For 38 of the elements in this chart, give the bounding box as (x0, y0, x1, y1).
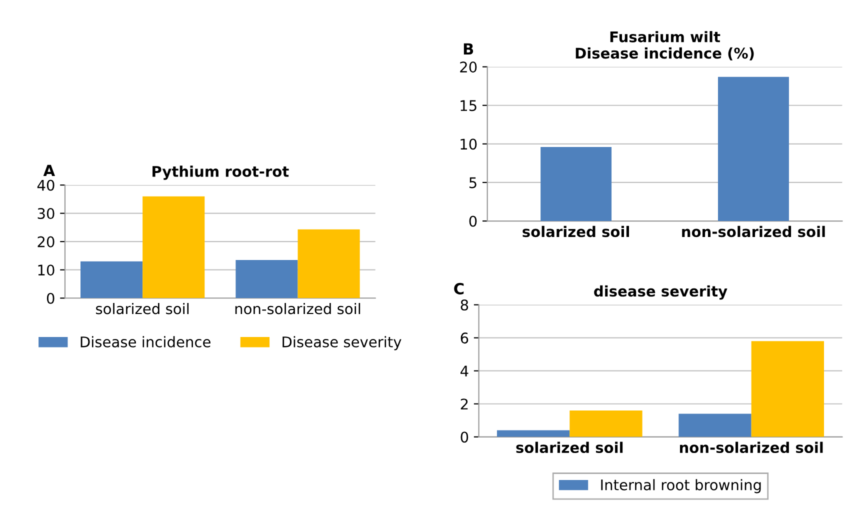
x-tick-label: solarized soil (96, 302, 189, 314)
y-tick-label: 10 (38, 264, 54, 276)
legend-label: Internal root browning (601, 479, 761, 494)
y-tick-label: 0 (460, 432, 468, 443)
y-tick-label: 5 (469, 177, 476, 188)
bar (298, 229, 360, 298)
text: C (454, 282, 464, 294)
x-tick-label: solarized soil (516, 442, 623, 454)
bar (236, 260, 298, 298)
bar (142, 196, 205, 298)
chart-title: Fusarium wilt Disease incidence (%) (576, 31, 754, 60)
legend-label: Disease severity (282, 336, 402, 350)
legend-label: Disease incidence (80, 336, 210, 348)
y-tick-label: 30 (38, 208, 54, 220)
y-tick-label: 40 (37, 180, 54, 191)
bar (496, 430, 570, 437)
y-tick-label: 15 (460, 100, 476, 112)
y-tick-label: 20 (38, 236, 54, 248)
y-tick-label: 10 (460, 138, 477, 150)
chart-title: Pythium root-rot (152, 166, 289, 180)
x-tick-label: solarized soil (522, 226, 629, 238)
x-tick-label: non-solarized soil (682, 226, 825, 238)
bar (570, 410, 642, 437)
y-tick-label: 4 (460, 366, 468, 376)
bar (751, 341, 824, 437)
text: A (43, 164, 56, 176)
y-tick-label: 8 (460, 300, 468, 311)
y-tick-label: 0 (469, 216, 477, 227)
chart-title: disease severity (594, 285, 728, 300)
x-tick-label: non-solarized soil (680, 442, 823, 454)
bar (678, 414, 752, 437)
x-tick-label: non-solarized soil (235, 302, 360, 314)
bar (80, 261, 143, 298)
y-tick-label: 6 (460, 332, 468, 344)
y-tick-label: 2 (460, 398, 468, 410)
text: B (464, 43, 474, 54)
y-tick-label: 0 (46, 292, 54, 304)
y-tick-label: 20 (460, 62, 477, 73)
